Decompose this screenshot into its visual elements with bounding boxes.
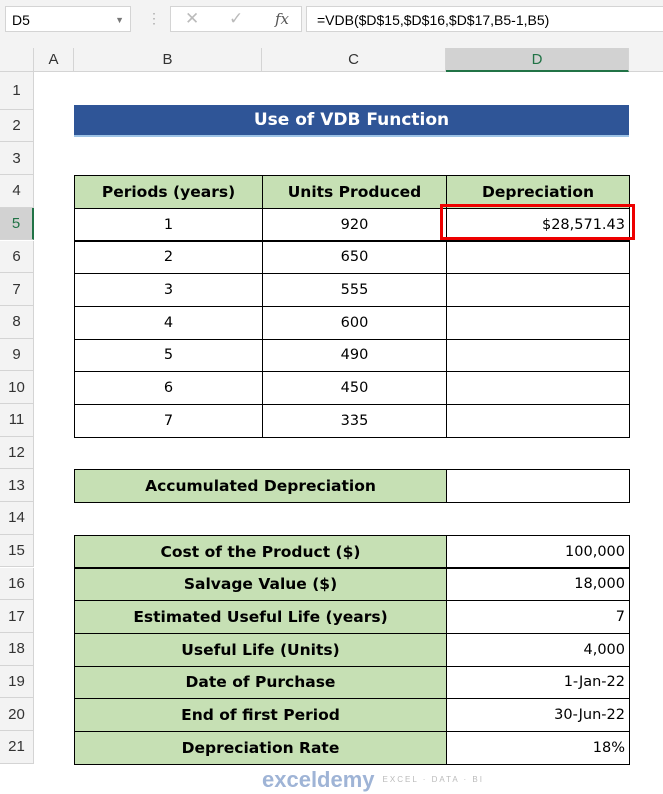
column-header-c[interactable]: C	[262, 48, 446, 72]
table-cell[interactable]: 3	[74, 273, 263, 307]
parameter-label[interactable]: Estimated Useful Life (years)	[74, 600, 447, 634]
parameter-value[interactable]: 18%	[446, 731, 630, 765]
watermark-tagline: EXCEL · DATA · BI	[382, 775, 484, 784]
parameter-value[interactable]: 30-Jun-22	[446, 698, 630, 732]
row-header-11[interactable]: 11	[0, 404, 34, 437]
chevron-down-icon[interactable]: ▼	[115, 15, 124, 25]
table-cell[interactable]	[446, 240, 630, 275]
parameter-label[interactable]: Salvage Value ($)	[74, 567, 447, 602]
table-cell[interactable]: 555	[262, 273, 447, 307]
table-cell[interactable]: 1	[74, 207, 263, 242]
row-header-7[interactable]: 7	[0, 273, 34, 306]
row-header-2[interactable]: 2	[0, 109, 34, 143]
table-cell[interactable]: 5	[74, 338, 263, 373]
table-cell[interactable]	[446, 338, 630, 373]
table-cell[interactable]: 450	[262, 371, 447, 405]
formula-buttons: ✕ ✓ fx	[170, 6, 302, 32]
row-header-15[interactable]: 15	[0, 534, 34, 568]
table-header-cell[interactable]: Units Produced	[262, 175, 447, 209]
column-header-a[interactable]: A	[34, 48, 74, 72]
table-cell[interactable]: 6	[74, 371, 263, 405]
insert-function-icon[interactable]: fx	[275, 10, 290, 28]
accumulated-depreciation-value[interactable]	[446, 469, 630, 504]
row-header-6[interactable]: 6	[0, 240, 34, 274]
parameter-label[interactable]: End of first Period	[74, 698, 447, 732]
parameter-value[interactable]: 100,000	[446, 534, 630, 569]
accumulated-depreciation-label[interactable]: Accumulated Depreciation	[74, 469, 447, 504]
row-header-17[interactable]: 17	[0, 600, 34, 633]
row-header-20[interactable]: 20	[0, 698, 34, 731]
table-cell[interactable]	[446, 371, 630, 405]
parameter-label[interactable]: Depreciation Rate	[74, 731, 447, 765]
row-header-1[interactable]: 1	[0, 72, 34, 110]
column-header-b[interactable]: B	[74, 48, 262, 72]
select-all-button[interactable]	[0, 48, 34, 72]
row-header-19[interactable]: 19	[0, 665, 34, 699]
parameter-label[interactable]: Cost of the Product ($)	[74, 534, 447, 569]
parameter-value[interactable]: 1-Jan-22	[446, 665, 630, 700]
formula-input[interactable]: =VDB($D$15,$D$16,$D$17,B5-1,B5)	[306, 6, 663, 32]
row-header-5[interactable]: 5	[0, 207, 34, 241]
row-header-8[interactable]: 8	[0, 305, 34, 339]
column-header-e[interactable]	[629, 48, 663, 72]
table-cell[interactable]	[446, 305, 630, 340]
enter-icon[interactable]: ✓	[229, 9, 244, 28]
row-header-10[interactable]: 10	[0, 371, 34, 404]
row-header-12[interactable]: 12	[0, 436, 34, 470]
name-box[interactable]: D5 ▼	[5, 6, 131, 32]
row-header-9[interactable]: 9	[0, 338, 34, 372]
table-cell[interactable]: 335	[262, 404, 447, 438]
row-header-16[interactable]: 16	[0, 567, 34, 601]
parameter-label[interactable]: Useful Life (Units)	[74, 632, 447, 667]
row-header-13[interactable]: 13	[0, 469, 34, 503]
row-header-18[interactable]: 18	[0, 632, 34, 666]
column-header-d[interactable]: D	[446, 48, 629, 72]
row-header-14[interactable]: 14	[0, 502, 34, 535]
table-cell[interactable]: 4	[74, 305, 263, 340]
parameter-value[interactable]: 7	[446, 600, 630, 634]
table-cell[interactable]	[446, 273, 630, 307]
drag-handle-icon[interactable]: ⋮	[147, 10, 161, 26]
table-header-cell[interactable]: Depreciation	[446, 175, 630, 209]
table-cell[interactable]: 650	[262, 240, 447, 275]
row-header-4[interactable]: 4	[0, 175, 34, 208]
formula-bar-area: D5 ▼ ⋮ ✕ ✓ fx =VDB($D$15,$D$16,$D$17,B5-1…	[0, 0, 663, 48]
table-cell[interactable]: 600	[262, 305, 447, 340]
row-header-21[interactable]: 21	[0, 731, 34, 764]
table-cell[interactable]: 490	[262, 338, 447, 373]
row-header-3[interactable]: 3	[0, 142, 34, 176]
parameter-label[interactable]: Date of Purchase	[74, 665, 447, 700]
table-header-cell[interactable]: Periods (years)	[74, 175, 263, 209]
watermark-name: exceldemy	[262, 767, 375, 792]
table-cell[interactable]: 7	[74, 404, 263, 438]
exceldemy-watermark: exceldemy EXCEL · DATA · BI	[262, 768, 484, 792]
sheet-title: Use of VDB Function	[74, 105, 629, 137]
table-cell[interactable]	[446, 404, 630, 438]
parameter-value[interactable]: 4,000	[446, 632, 630, 667]
table-cell[interactable]: 2	[74, 240, 263, 275]
cancel-icon[interactable]: ✕	[185, 9, 200, 28]
active-cell-selection	[440, 204, 635, 240]
table-cell[interactable]: 920	[262, 207, 447, 242]
parameter-value[interactable]: 18,000	[446, 567, 630, 602]
